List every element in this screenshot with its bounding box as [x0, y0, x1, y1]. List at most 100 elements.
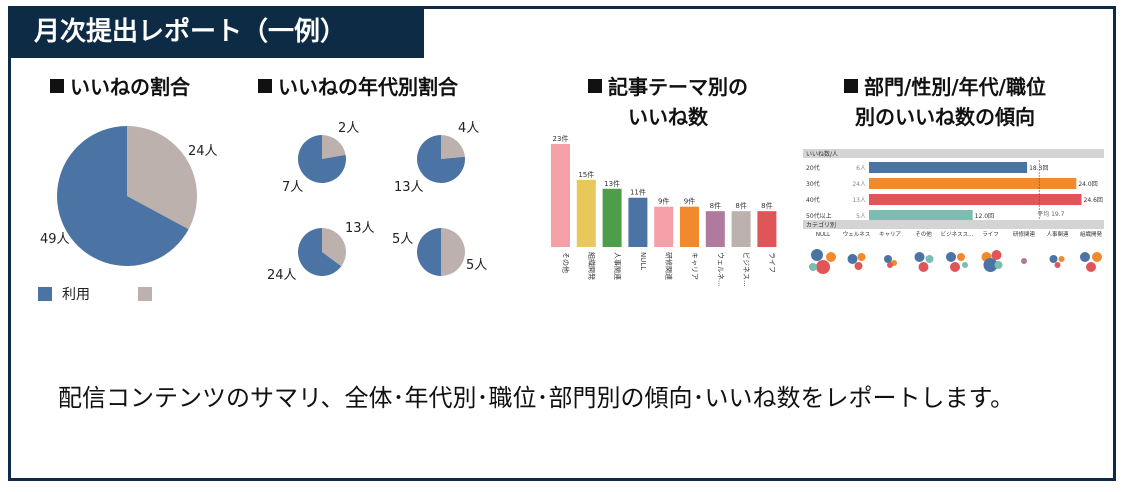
age-pie-3-label-1: 5人	[466, 258, 487, 273]
theme-bar-5	[680, 206, 699, 247]
trend-row-people-1: 24人	[852, 181, 866, 188]
trend-bar-value-1: 24.0回	[1078, 181, 1097, 188]
category-col-7: 人事関連	[1046, 230, 1069, 238]
theme-bar-value-8: 8件	[761, 201, 772, 210]
category-col-3: その他	[915, 230, 932, 238]
category-bubble-7-1	[1058, 256, 1065, 262]
theme-bar-category-2: 人事関連	[613, 252, 622, 280]
theme-bar-8	[757, 211, 777, 247]
theme-bar-category-0: その他	[562, 252, 571, 273]
dept-trend-heading: 部門/性別/年代/職位 別のいいね数の傾向	[800, 72, 1090, 132]
age-pie-2-slice-secondary	[322, 228, 346, 267]
age-pie-1-slice-secondary	[441, 135, 465, 159]
theme-bar-value-3: 11件	[630, 188, 646, 197]
category-header-label: カテゴリ別	[806, 221, 836, 229]
trend-bar-2	[869, 194, 1082, 205]
category-bubble-4-1	[957, 253, 965, 261]
trend-row-category-0: 20代	[806, 164, 820, 172]
theme-bar-category-8: ライフ	[768, 252, 776, 273]
trend-row-people-3: 5人	[856, 213, 866, 220]
main-pie-label-0: 49人	[40, 232, 70, 247]
category-bubble-1-2	[854, 262, 863, 270]
age-pie-0-label-0: 7人	[282, 180, 303, 195]
theme-bar-category-7: ビジネス...	[742, 252, 751, 287]
theme-bar-category-6: ウェルネ...	[716, 252, 724, 287]
category-bubble-5-2	[983, 258, 998, 272]
category-bubble-3-0	[914, 252, 925, 262]
age-pie-2-label-1: 13人	[345, 221, 375, 236]
category-bubble-7-2	[1054, 262, 1061, 268]
theme-likes-heading: 記事テーマ別の いいね数	[548, 72, 788, 132]
theme-bar-value-5: 9件	[684, 197, 695, 206]
likes-ratio-heading: いいねの割合	[50, 72, 190, 102]
category-bubble-4-2	[950, 262, 960, 272]
age-pie-2-label-0: 24人	[267, 268, 297, 283]
category-bubble-7-0	[1049, 255, 1058, 263]
category-bubble-2-2	[887, 262, 893, 268]
trend-bar-value-2: 24.6回	[1084, 197, 1103, 204]
report-frame	[8, 6, 1116, 481]
age-pie-1-slice-primary	[417, 135, 465, 183]
theme-bar-1	[576, 179, 596, 247]
category-bubble-5-3	[994, 261, 1003, 269]
theme-bar-value-7: 8件	[735, 201, 746, 210]
theme-bar-category-1: 組織開発	[587, 252, 596, 280]
trend-row-category-2: 40代	[806, 196, 820, 204]
category-bubble-4-3	[962, 262, 968, 268]
theme-bar-value-6: 8件	[710, 201, 721, 210]
trend-bar-0	[869, 162, 1028, 173]
category-bubble-1-1	[857, 253, 866, 261]
trend-row-category-3: 50代以上	[806, 212, 832, 220]
trend-row-people-2: 13人	[852, 197, 866, 204]
theme-bar-value-2: 13件	[604, 179, 620, 188]
category-bubble-0-1	[826, 252, 836, 262]
trend-bar-value-0: 18.3回	[1029, 165, 1048, 172]
theme-bar-category-3: NULL	[639, 252, 647, 270]
age-pie-0-label-1: 2人	[338, 121, 359, 136]
category-bubble-8-0	[1080, 252, 1090, 262]
category-col-6: 研修関連	[1013, 230, 1036, 238]
theme-bar-4	[654, 206, 674, 247]
theme-bar-2	[602, 188, 622, 247]
category-header-bg	[803, 220, 1104, 229]
theme-bar-3	[628, 197, 648, 247]
theme-bar-0	[551, 144, 570, 247]
theme-bar-value-4: 9件	[658, 197, 669, 206]
trend-header-label: いいね数/人	[806, 150, 838, 158]
category-col-1: ウェルネス	[843, 230, 871, 238]
age-pie-3-label-0: 5人	[392, 232, 413, 247]
category-bubble-3-2	[918, 262, 929, 272]
trend-row-people-0: 6人	[856, 165, 866, 172]
theme-bar-value-0: 23件	[553, 134, 569, 143]
age-pie-1-label-1: 4人	[458, 121, 479, 136]
age-pie-3-slice-primary	[417, 228, 441, 276]
theme-bar-7	[731, 211, 751, 247]
category-bubble-3-1	[925, 255, 934, 263]
category-bubble-1-0	[847, 254, 858, 264]
legend-swatch-primary	[38, 287, 52, 301]
category-col-4: ビジネスス...	[941, 230, 974, 238]
main-pie-slice-primary	[57, 126, 189, 266]
trend-header-bg	[803, 149, 1104, 158]
likes-ratio-legend: 利用	[38, 284, 162, 304]
category-bubble-0-3	[809, 263, 817, 271]
theme-bar-6	[705, 211, 725, 247]
legend-swatch-secondary	[138, 287, 153, 301]
category-bubble-6-0	[1021, 258, 1027, 264]
category-bubble-2-0	[884, 255, 892, 263]
trend-average-label: 平均 19.7	[1037, 210, 1064, 218]
category-col-0: NULL	[816, 232, 831, 238]
trend-row-category-1: 30代	[806, 180, 820, 188]
category-bubble-4-0	[946, 252, 956, 262]
theme-bar-value-1: 15件	[578, 170, 594, 179]
category-bubble-8-2	[1086, 262, 1096, 272]
category-col-8: 組織開発	[1080, 230, 1103, 238]
age-pie-3-slice-secondary	[441, 228, 465, 276]
report-description: 配信コンテンツのサマリ、全体･年代別･職位･部門別の傾向･いいね数をレポートしま…	[58, 384, 1015, 412]
age-ratio-heading: いいねの年代別割合	[258, 72, 458, 102]
theme-bar-category-5: キャリア	[691, 252, 699, 280]
age-pie-0-slice-secondary	[322, 135, 346, 159]
age-pie-1-label-0: 13人	[394, 180, 424, 195]
theme-bar-category-4: 研修関連	[665, 252, 674, 280]
